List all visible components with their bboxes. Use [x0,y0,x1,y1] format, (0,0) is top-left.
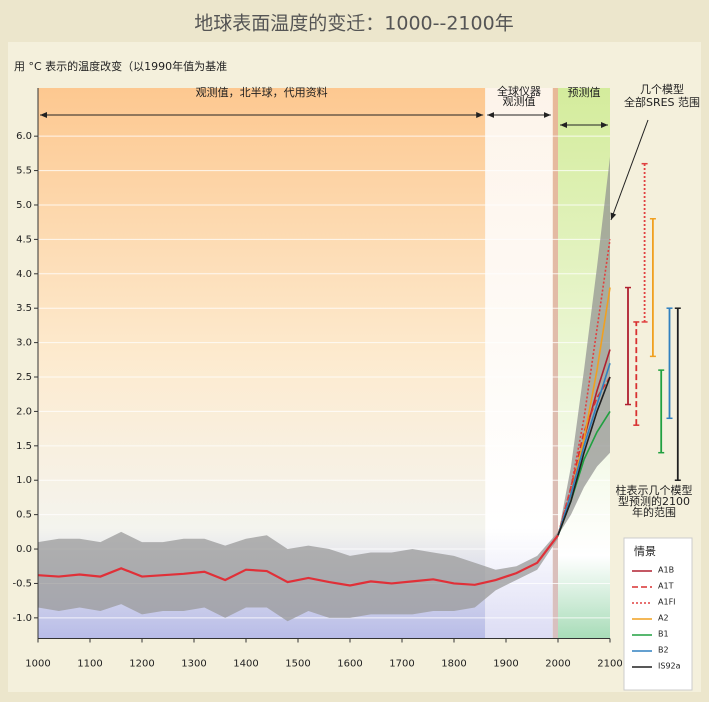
y-tick-label: 4.5 [16,234,32,245]
period-label: 预测值 [568,86,601,99]
legend-label: A1FI [658,598,676,607]
period-band [485,88,553,639]
y-tick-label: 5.0 [16,200,32,211]
model-envelope [558,156,610,536]
annotation: 柱表示几个模型 [616,483,693,497]
period-label: 观测值，北半球，代用资料 [196,85,328,99]
x-tick-label: 1600 [337,659,362,670]
annotation-arrow [610,119,649,221]
chart-title: 地球表面温度的变迁：1000--2100年 [194,13,513,35]
x-tick-label: 1500 [285,659,310,670]
y-tick-label: 0.0 [16,544,32,555]
legend-label: B2 [658,646,669,655]
y-tick-label: 4.0 [16,269,32,280]
y-tick-label: -0.5 [12,578,32,589]
annotation: 年的范围 [632,505,676,519]
observed-line [37,534,559,587]
x-tick-label: 1800 [441,659,466,670]
legend-label: A1B [658,566,674,575]
x-tick-label: 1900 [493,659,518,670]
y-tick-label: 2.0 [16,406,32,417]
legend-label: IS92a [658,662,681,671]
uncertainty-band [38,531,558,622]
x-tick-label: 1000 [25,659,50,670]
annotation: 几个模型 [640,82,684,96]
legend-label: A2 [658,614,669,623]
y-tick-label: 0.5 [16,510,32,521]
scenario-line [557,239,611,536]
annotation: 全部SRES 范围 [624,95,700,109]
x-tick-label: 1200 [129,659,154,670]
x-tick-label: 2100 [597,659,622,670]
x-tick-label: 1300 [181,659,206,670]
legend-box [623,537,693,691]
y-tick-label: 1.0 [16,475,32,486]
scenario-line [557,363,611,536]
period-label: 观测值 [503,95,536,108]
period-label: 全球仪器 [497,84,541,98]
y-tick-label: 1.5 [16,441,32,452]
y-tick-label: 6.0 [16,131,32,142]
legend-label: B1 [658,630,669,639]
y-tick-label: 3.5 [16,303,32,314]
x-tick-label: 1700 [389,659,414,670]
period-band [552,88,558,639]
legend-title: 情景 [634,545,656,558]
scenario-line [557,376,611,536]
y-axis-label: 用 °C 表示的温度改变（以1990年值为基准 [14,59,227,73]
annotation: 型预测的2100 [618,494,690,508]
legend-label: A1T [658,582,674,591]
y-tick-label: 3.0 [16,338,32,349]
y-tick-label: 5.5 [16,166,32,177]
y-tick-label: -1.0 [12,613,32,624]
x-tick-label: 2000 [545,659,570,670]
x-tick-label: 1400 [233,659,258,670]
y-tick-label: 2.5 [16,372,32,383]
x-tick-label: 1100 [77,659,102,670]
